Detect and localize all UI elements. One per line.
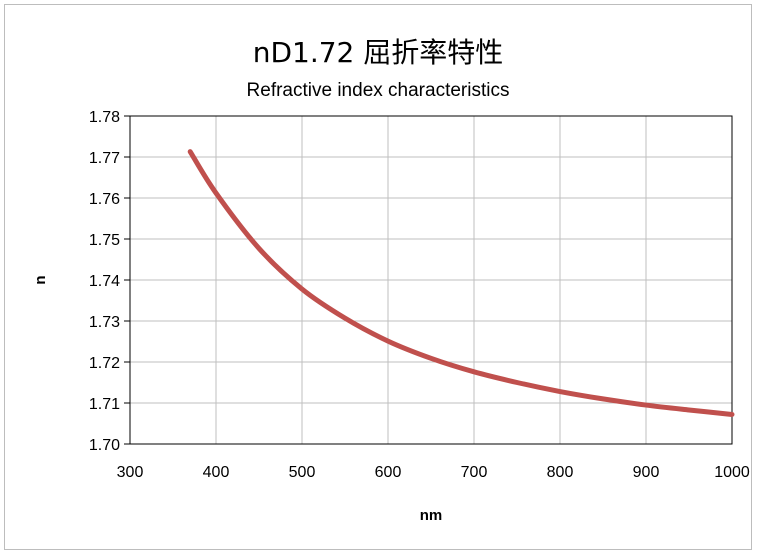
y-tick-label: 1.72 (89, 355, 120, 372)
y-tick-label: 1.77 (89, 150, 120, 167)
y-tick-label: 1.73 (89, 314, 120, 331)
x-tick-label: 600 (375, 464, 402, 481)
chart-frame: nD1.72 屈折率特性 Refractive index characteri… (4, 4, 752, 550)
grid-lines (130, 116, 732, 444)
y-axis-title: n (32, 275, 49, 284)
y-tick-label: 1.76 (89, 191, 120, 208)
x-tick-label: 800 (547, 464, 574, 481)
x-tick-label: 400 (203, 464, 230, 481)
x-axis-title: nm (420, 507, 443, 524)
x-tick-label: 1000 (714, 464, 750, 481)
x-tick-label: 500 (289, 464, 316, 481)
y-tick-marks (124, 115, 130, 445)
y-tick-label: 1.75 (89, 232, 120, 249)
series-line (187, 149, 735, 417)
y-tick-label: 1.78 (89, 109, 120, 126)
x-tick-label: 900 (633, 464, 660, 481)
y-tick-labels: 1.70 1.71 1.72 1.73 1.74 1.75 1.76 1.77 1.78 (89, 109, 120, 454)
chart-subtitle: Refractive index characteristics (246, 80, 510, 101)
y-tick-label: 1.71 (89, 396, 120, 413)
x-tick-labels: 300 400 500 600 700 800 900 1000 (117, 464, 750, 481)
x-tick-label: 700 (461, 464, 488, 481)
y-tick-label: 1.74 (89, 273, 120, 290)
x-tick-label: 300 (117, 464, 144, 481)
y-tick-label: 1.70 (89, 437, 120, 454)
chart-title: nD1.72 屈折率特性 (252, 36, 504, 69)
